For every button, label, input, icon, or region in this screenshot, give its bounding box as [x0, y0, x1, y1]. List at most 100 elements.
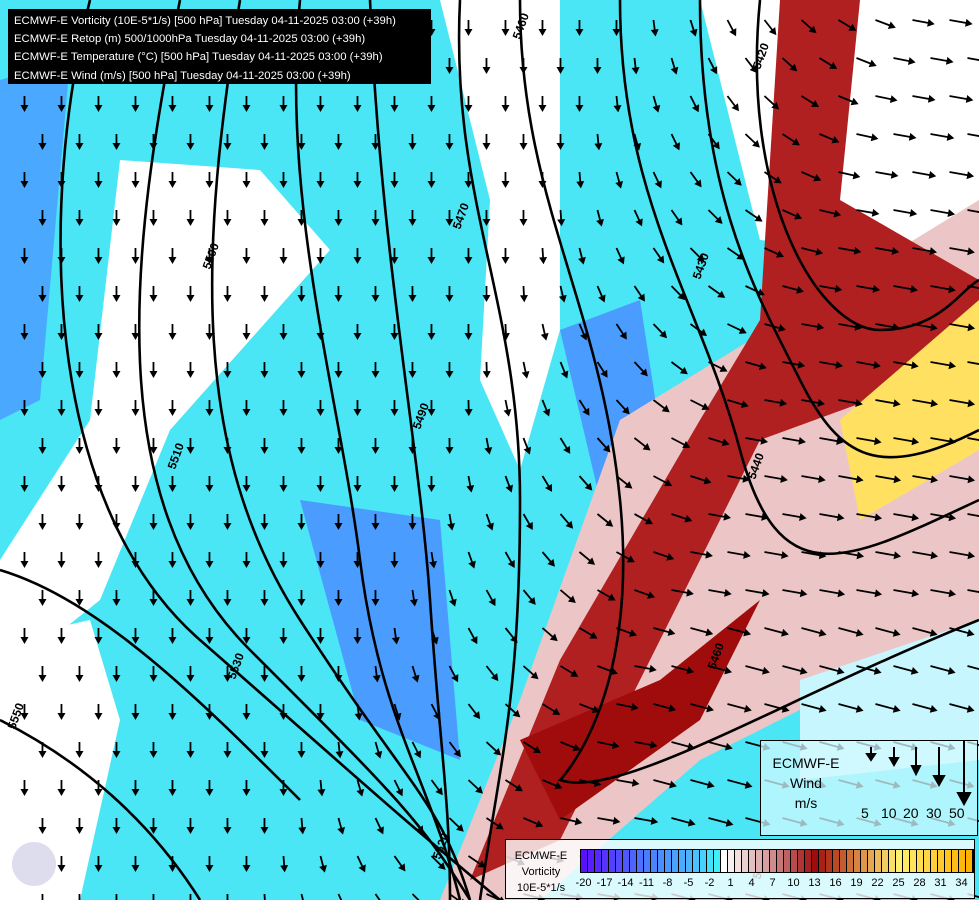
- wind-arrow: [782, 436, 806, 445]
- wind-speed-10: 10: [881, 805, 897, 821]
- wind-arrow: [782, 209, 803, 220]
- vorticity-legend: ECMWF-E Vorticity 10E-5*1/s -20 -17 -14 -11 -8…: [505, 839, 975, 899]
- wind-arrow: [819, 589, 846, 598]
- wind-arrow: [519, 134, 528, 150]
- colorbar-cell: [602, 850, 609, 872]
- wind-arrow: [634, 513, 653, 525]
- wind-arrow: [893, 209, 918, 217]
- wind-arrow: [408, 210, 417, 226]
- wind-arrow: [504, 551, 515, 569]
- colorbar-tick: -2: [704, 877, 715, 889]
- wind-arrow: [671, 741, 695, 751]
- wind-arrow: [782, 589, 808, 598]
- wind-arrow: [280, 855, 289, 873]
- wind-arrow: [653, 703, 677, 713]
- wind-arrow: [522, 513, 533, 530]
- wind-arrow: [464, 248, 473, 264]
- wind-arrow: [912, 703, 938, 713]
- wind-arrow: [260, 514, 269, 530]
- wind-arrow: [616, 778, 640, 787]
- wind-arrow: [149, 818, 158, 834]
- wind-arrow: [149, 134, 158, 150]
- wind-arrow: [38, 210, 47, 226]
- wind-arrow: [408, 438, 417, 454]
- wind-arrow: [949, 95, 974, 103]
- wind-arrow: [260, 818, 269, 834]
- wind-arrow: [559, 361, 569, 379]
- wind-arrow: [374, 893, 386, 900]
- wind-arrow: [485, 817, 504, 830]
- wind-arrow: [875, 399, 901, 408]
- wind-arrow: [559, 513, 574, 529]
- wind-arrow: [409, 589, 418, 607]
- wind-arrow: [131, 172, 140, 188]
- wind-arrow: [578, 475, 593, 491]
- wind-arrow: [334, 438, 343, 454]
- wind-arrow: [727, 703, 752, 713]
- colorbar-cell: [742, 850, 749, 872]
- wind-arrow: [20, 476, 29, 492]
- wind-arrow: [967, 285, 979, 292]
- wind-arrow: [727, 627, 752, 637]
- wind-arrow: [707, 57, 718, 75]
- wind-arrow: [893, 589, 920, 598]
- wind-arrow: [390, 400, 399, 416]
- wind-arrow: [912, 399, 939, 408]
- wind-arrow: [501, 20, 510, 36]
- wind-arrow: [727, 474, 751, 483]
- wind-arrow: [597, 665, 618, 675]
- wind-arrow: [782, 360, 806, 369]
- wind-arrow: [485, 513, 494, 531]
- wind-arrow: [429, 551, 437, 569]
- wind-arrow: [316, 172, 325, 188]
- wind-arrow: [94, 628, 103, 644]
- wind-arrow: [297, 438, 306, 454]
- wind-arrow: [223, 818, 232, 834]
- wind-arrow: [801, 247, 824, 256]
- wind-arrow: [223, 362, 232, 378]
- wind-arrow: [408, 514, 417, 530]
- wind-arrow: [670, 285, 686, 301]
- wind-arrow: [242, 324, 251, 340]
- wind-arrow: [131, 476, 140, 492]
- colorbar-cell: [728, 850, 735, 872]
- wind-arrow: [168, 172, 177, 188]
- wind-arrow: [653, 475, 673, 487]
- wind-arrow: [949, 171, 975, 180]
- colorbar-cell: [707, 850, 714, 872]
- wind-arrow: [708, 741, 733, 751]
- wind-arrow: [149, 362, 158, 378]
- wind-arrow: [633, 209, 643, 227]
- wind-arrow: [967, 437, 979, 444]
- wind-arrow: [634, 664, 657, 673]
- wind-arrow: [949, 627, 975, 637]
- vort-legend-model: ECMWF-E: [514, 850, 568, 862]
- wind-arrow: [57, 96, 66, 112]
- title-box: ECMWF-E Vorticity (10E-5*1/s) [500 hPa] …: [8, 9, 431, 84]
- wind-arrow: [727, 550, 751, 559]
- wind-arrow: [652, 247, 665, 264]
- wind-arrow: [856, 285, 881, 293]
- wind-arrow: [875, 323, 900, 332]
- wind-legend-name: Wind: [790, 775, 822, 791]
- wind-arrow: [427, 172, 436, 188]
- wind-arrow: [912, 323, 938, 332]
- wind-arrow: [112, 134, 121, 150]
- wind-arrow: [464, 324, 473, 340]
- colorbar-tick: 13: [808, 877, 821, 889]
- vort-legend-unit: 10E-5*1/s: [516, 882, 566, 894]
- wind-arrow: [75, 134, 84, 150]
- wind-arrow: [708, 588, 732, 597]
- colorbar-cell: [609, 850, 616, 872]
- wind-arrow: [616, 627, 637, 637]
- wind-arrow: [57, 476, 66, 492]
- wind-arrow: [708, 361, 728, 372]
- wind-arrow: [522, 437, 532, 455]
- wind-arrow: [316, 324, 325, 340]
- wind-arrow: [745, 665, 770, 675]
- wind-arrow: [631, 57, 640, 75]
- wind-arrow: [354, 703, 363, 721]
- wind-arrow: [168, 552, 177, 568]
- wind-arrow: [912, 171, 937, 179]
- colorbar-cell: [805, 850, 812, 872]
